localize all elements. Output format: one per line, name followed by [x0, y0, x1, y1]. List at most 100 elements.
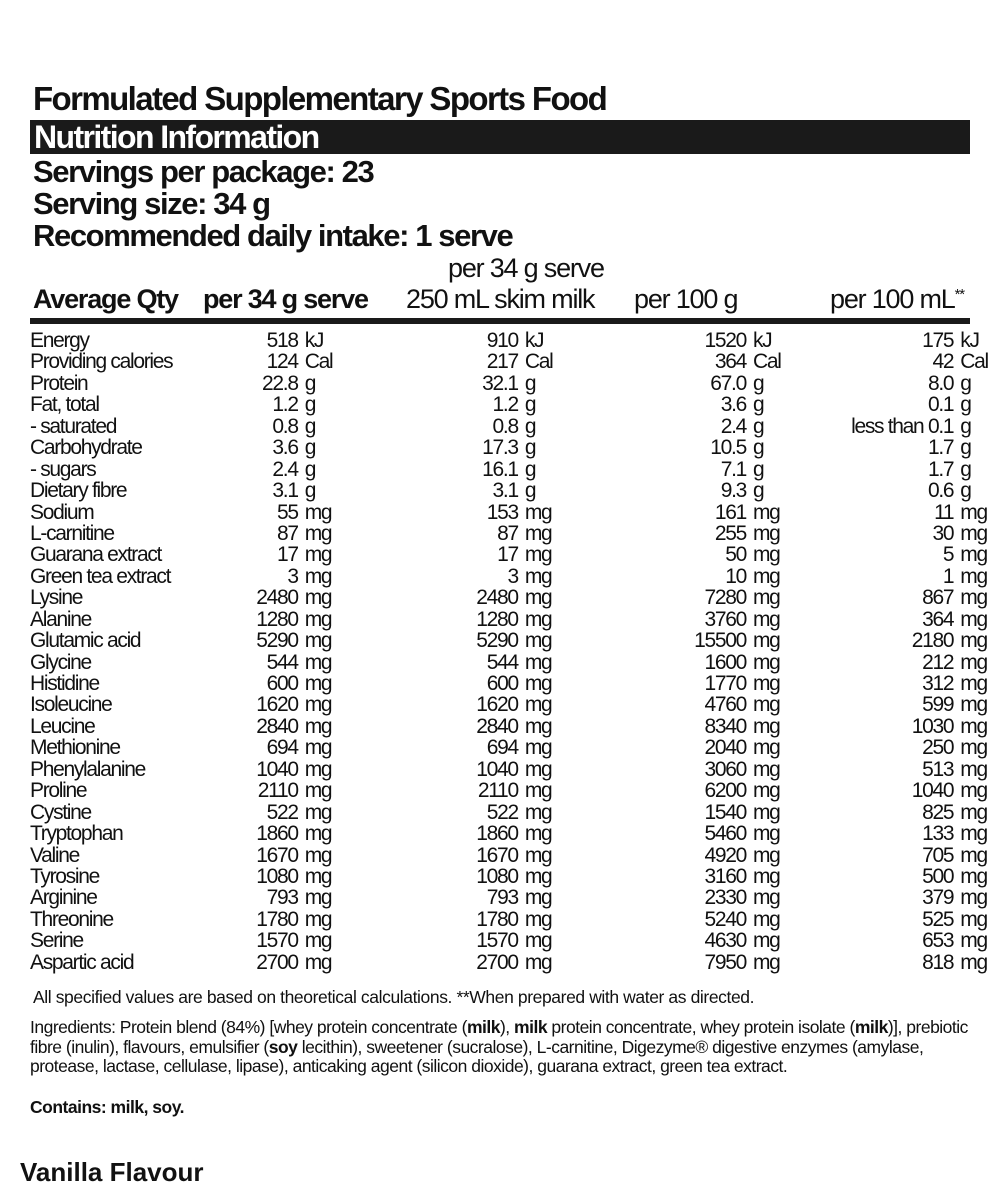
ingredients-segment: ),: [499, 1017, 515, 1037]
col-header-per-100g: per 100 g: [634, 284, 739, 314]
nutrient-name: - sugars: [30, 457, 97, 481]
per-100g-unit: g: [752, 457, 765, 481]
nutrient-name: Aspartic acid: [30, 950, 135, 974]
nutrient-name: Leucine: [30, 714, 96, 738]
per-100ml-unit: mg: [960, 629, 988, 653]
per-serve-value: 600: [266, 672, 299, 695]
per-serve-milk-value: 1670: [476, 843, 519, 867]
nutrient-name: Proline: [30, 779, 88, 803]
per-100g-unit: mg: [752, 500, 781, 524]
per-100ml-unit: mg: [960, 607, 988, 631]
per-serve-value: 2840: [256, 714, 299, 738]
per-serve-value: 22.8: [262, 371, 299, 395]
per-serve-value: 2.4: [272, 457, 299, 481]
table-row: Histidine 600 mg 600 mg 1770 mg 312 mg: [30, 673, 1000, 694]
per-100ml-unit: mg: [960, 500, 988, 524]
nutrient-name: Carbohydrate: [30, 436, 143, 460]
per-100g-value: 10.5: [710, 436, 747, 460]
per-serve-value: 87: [276, 521, 299, 545]
per-100ml-value: 500: [922, 864, 954, 888]
per-serve-unit: mg: [304, 886, 333, 910]
per-serve-milk-unit: mg: [524, 714, 553, 738]
per-100ml-unit: mg: [960, 800, 988, 824]
per-serve-unit: mg: [304, 586, 333, 610]
per-serve-unit: g: [304, 436, 317, 460]
per-100ml-value: 11: [934, 500, 955, 524]
table-row: Green tea extract 3 mg 3 mg 10 mg 1 mg: [30, 566, 1000, 587]
per-100ml-value: 825: [922, 800, 954, 824]
table-row: Sodium 55 mg 153 mg 161 mg 11 mg: [30, 500, 1000, 524]
col-header-milk-line1: per 34 g serve: [448, 253, 605, 283]
per-serve-milk-value: 544: [486, 650, 519, 674]
per-serve-milk-unit: g: [524, 479, 537, 503]
per-100ml-unit: g: [960, 479, 972, 503]
per-100ml-unit: g: [960, 457, 972, 481]
per-100g-unit: g: [752, 436, 765, 460]
per-100g-value: 4630: [704, 929, 747, 953]
per-serve-milk-value: 17: [497, 543, 519, 567]
per-serve-unit: mg: [304, 607, 333, 631]
per-serve-milk-value: 1040: [476, 757, 519, 781]
per-serve-milk-unit: mg: [524, 629, 553, 653]
per-100g-unit: mg: [752, 586, 781, 610]
nutrient-name: L-carnitine: [30, 521, 115, 545]
table-row: Valine 1670 mg 1670 mg 4920 mg 705 mg: [30, 843, 1000, 867]
table-row: Fat, total 1.2 g 1.2 g 3.6 g 0.1 g: [30, 394, 1000, 415]
per-100ml-value: 513: [922, 757, 954, 781]
nutrient-name: Providing calories: [30, 350, 174, 374]
per-100ml-unit: mg: [960, 864, 988, 888]
per-serve-milk-unit: mg: [524, 822, 553, 846]
table-row: Tryptophan 1860 mg 1860 mg 5460 mg 133 mg: [30, 823, 1000, 844]
nutrient-name: Histidine: [30, 672, 100, 695]
per-serve-value: 1570: [256, 929, 299, 953]
per-100ml-value: 30: [932, 521, 955, 545]
table-row: Providing calories 124 Cal 217 Cal 364 Cal 42 Ca…: [30, 351, 1000, 372]
per-serve-milk-unit: g: [524, 371, 537, 395]
per-100g-value: 2330: [704, 886, 747, 910]
per-100g-unit: mg: [752, 800, 781, 824]
per-100ml-unit: mg: [960, 543, 988, 567]
per-100g-unit: kJ: [752, 329, 773, 352]
per-100g-value: 4920: [704, 843, 747, 867]
per-100g-value: 5240: [704, 907, 747, 931]
per-serve-value: 55: [276, 500, 299, 524]
per-serve-value: 1040: [256, 757, 299, 781]
per-100ml-unit: mg: [960, 564, 988, 588]
ingredients-segment: Ingredients: Protein blend (84%) [whey p…: [30, 1017, 467, 1037]
per-serve-milk-unit: mg: [524, 521, 553, 545]
per-serve-milk-value: 1280: [476, 607, 519, 631]
nutrient-name: Glycine: [30, 650, 92, 674]
per-100g-unit: mg: [752, 843, 781, 867]
table-row: Isoleucine 1620 mg 1620 mg 4760 mg 599 mg: [30, 694, 1000, 715]
nutrient-name: Valine: [30, 843, 80, 867]
per-serve-milk-unit: mg: [524, 586, 553, 610]
per-serve-unit: mg: [304, 843, 333, 867]
per-100g-value: 50: [725, 543, 747, 567]
table-row: Aspartic acid 2700 mg 2700 mg 7950 mg 818 mg: [30, 950, 1000, 974]
per-100ml-value: 1: [942, 564, 955, 588]
per-100g-unit: mg: [752, 521, 781, 545]
nutrient-name: Lysine: [30, 586, 83, 610]
per-serve-value: 3.1: [272, 479, 299, 503]
per-serve-value: 522: [266, 800, 299, 824]
per-serve-milk-value: 2700: [476, 950, 519, 974]
footnote: All specified values are based on theore…: [33, 987, 755, 1007]
per-serve-milk-unit: mg: [524, 907, 553, 931]
per-serve-milk-unit: mg: [524, 757, 553, 781]
table-row: Lysine 2480 mg 2480 mg 7280 mg 867 mg: [30, 587, 1000, 608]
per-serve-unit: mg: [304, 822, 333, 846]
per-serve-milk-unit: mg: [524, 564, 553, 588]
per-serve-value: 2480: [256, 586, 299, 610]
per-100ml-value: 8.0: [927, 371, 955, 395]
per-100ml-value: less than 0.1: [851, 414, 954, 438]
col-header-per-100ml-mark: **: [954, 286, 966, 303]
per-serve-milk-unit: mg: [524, 693, 553, 717]
nutrient-name: Methionine: [30, 736, 121, 760]
nutrient-name: Alanine: [30, 607, 92, 631]
per-100ml-value: 1030: [911, 714, 955, 738]
per-serve-value: 124: [266, 350, 299, 374]
per-100ml-unit: mg: [960, 714, 988, 738]
per-100g-value: 1540: [704, 800, 747, 824]
per-serve-unit: mg: [304, 693, 333, 717]
per-serve-unit: mg: [304, 950, 333, 974]
